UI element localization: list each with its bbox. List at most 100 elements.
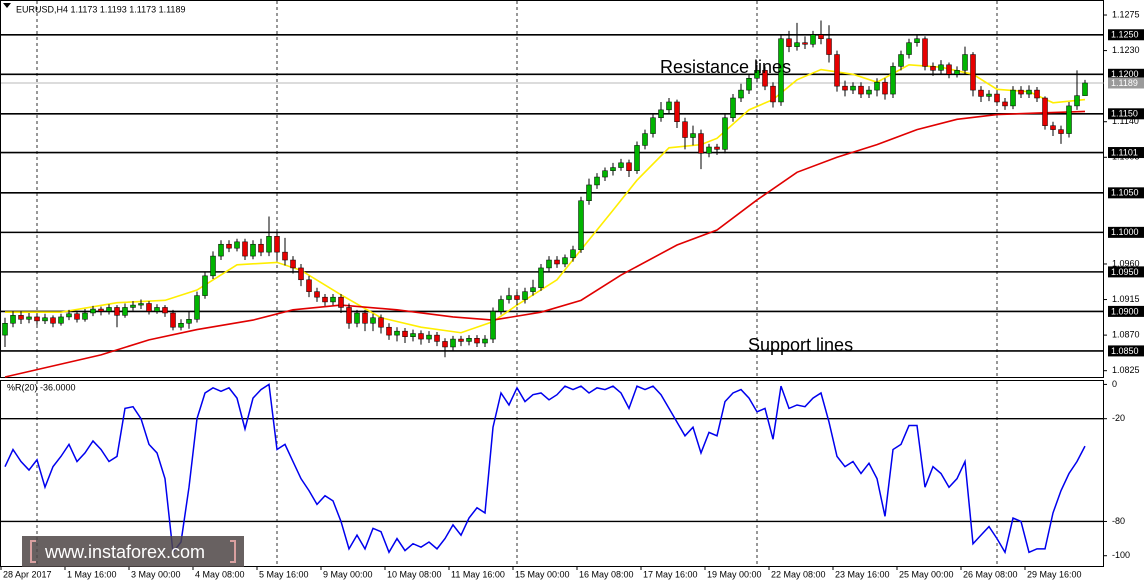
candle-body bbox=[298, 267, 304, 281]
candle-body bbox=[202, 275, 208, 296]
candle-body bbox=[666, 101, 672, 111]
candle-body bbox=[490, 311, 496, 340]
y-tick-label: -80 bbox=[1112, 516, 1125, 526]
candle-body bbox=[826, 38, 832, 55]
candle-body bbox=[746, 77, 752, 91]
candle-body bbox=[498, 299, 504, 312]
candle-body bbox=[122, 307, 128, 316]
candle-body bbox=[90, 308, 96, 314]
candle-body bbox=[722, 117, 728, 150]
candle-body bbox=[954, 70, 960, 75]
candle-body bbox=[602, 170, 608, 178]
candle-body bbox=[858, 85, 864, 95]
level-label: 1.0850 bbox=[1111, 346, 1139, 356]
y-tick-label: 1.0870 bbox=[1112, 329, 1140, 339]
indicator-header: %R(20) -36.0000 bbox=[7, 382, 76, 392]
candle-body bbox=[426, 334, 432, 340]
candle-body bbox=[674, 101, 680, 122]
level-label-box bbox=[1108, 187, 1144, 199]
candle-body bbox=[570, 249, 576, 258]
candle-body bbox=[530, 287, 536, 292]
candle-body bbox=[74, 313, 80, 320]
candle-body bbox=[834, 54, 840, 87]
candle-body bbox=[794, 42, 800, 47]
candle-body bbox=[650, 117, 656, 134]
candle-body bbox=[706, 146, 712, 154]
x-tick-label: 15 May 00:00 bbox=[515, 569, 570, 579]
candle-body bbox=[402, 330, 408, 337]
candle-body bbox=[978, 89, 984, 97]
candle-body bbox=[850, 85, 856, 91]
candle-body bbox=[82, 312, 88, 320]
candle-body bbox=[210, 255, 216, 277]
level-label-box bbox=[1108, 305, 1144, 317]
candle-body bbox=[1050, 125, 1056, 130]
candle-body bbox=[434, 334, 440, 342]
candle-body bbox=[474, 338, 480, 344]
price-label: 1.1189 bbox=[1111, 78, 1138, 88]
candle-body bbox=[634, 145, 640, 171]
candle-body bbox=[250, 243, 256, 257]
candle-body bbox=[274, 236, 280, 253]
level-label-box bbox=[1108, 226, 1144, 238]
candle-body bbox=[898, 54, 904, 67]
candle-body bbox=[1010, 89, 1016, 107]
candle-body bbox=[506, 295, 512, 300]
candle-body bbox=[450, 338, 456, 348]
candle-body bbox=[338, 296, 344, 308]
candle-body bbox=[394, 330, 400, 336]
x-tick-label: 23 May 16:00 bbox=[835, 569, 890, 579]
y-tick-label: -100 bbox=[1112, 550, 1130, 560]
level-label: 1.0900 bbox=[1111, 306, 1139, 316]
level-label: 1.1250 bbox=[1111, 30, 1139, 40]
candle-body bbox=[842, 85, 848, 91]
candle-body bbox=[810, 34, 816, 45]
level-label-box bbox=[1108, 29, 1144, 41]
candle-body bbox=[730, 97, 736, 119]
candle-body bbox=[378, 317, 384, 328]
y-tick-label: 1.0960 bbox=[1112, 258, 1140, 268]
candle-body bbox=[682, 121, 688, 138]
candle-body bbox=[282, 251, 288, 261]
candle-body bbox=[130, 304, 136, 308]
x-tick-label: 4 May 08:00 bbox=[195, 569, 245, 579]
candle-body bbox=[18, 315, 24, 320]
candle-body bbox=[802, 42, 808, 45]
candle-body bbox=[690, 133, 696, 138]
candle-body bbox=[1066, 105, 1072, 134]
candle-body bbox=[906, 42, 912, 55]
candle-body bbox=[938, 64, 944, 71]
indicator-pane-border bbox=[0, 380, 1104, 567]
x-tick-label: 26 May 08:00 bbox=[963, 569, 1018, 579]
candle-body bbox=[546, 259, 552, 269]
candle-body bbox=[418, 333, 424, 340]
annotation: Resistance lines bbox=[660, 57, 791, 77]
y-tick-label: 1.1275 bbox=[1112, 9, 1140, 19]
candle-body bbox=[362, 312, 368, 324]
y-tick-label: 1.1140 bbox=[1112, 116, 1139, 126]
candle-body bbox=[354, 312, 360, 324]
candle-body bbox=[1034, 89, 1040, 99]
williams-r-line bbox=[4, 383, 1086, 555]
y-tick-label: -20 bbox=[1112, 413, 1125, 423]
candle-body bbox=[2, 323, 8, 336]
candle-body bbox=[170, 312, 176, 328]
candle-body bbox=[642, 133, 648, 146]
candle-body bbox=[1074, 95, 1080, 107]
candle-body bbox=[738, 89, 744, 99]
candle-body bbox=[1026, 89, 1032, 95]
candle-body bbox=[866, 89, 872, 95]
candle-body bbox=[42, 317, 48, 322]
candle-body bbox=[586, 184, 592, 202]
level-label: 1.1150 bbox=[1111, 109, 1138, 119]
y-tick-label: 1.0915 bbox=[1112, 294, 1140, 304]
x-tick-label: 28 Apr 2017 bbox=[3, 569, 52, 579]
candle-body bbox=[146, 303, 152, 312]
candle-body bbox=[314, 291, 320, 298]
level-label-box bbox=[1108, 68, 1144, 80]
candle-body bbox=[330, 296, 336, 303]
candle-body bbox=[986, 93, 992, 97]
candle-body bbox=[226, 243, 232, 249]
